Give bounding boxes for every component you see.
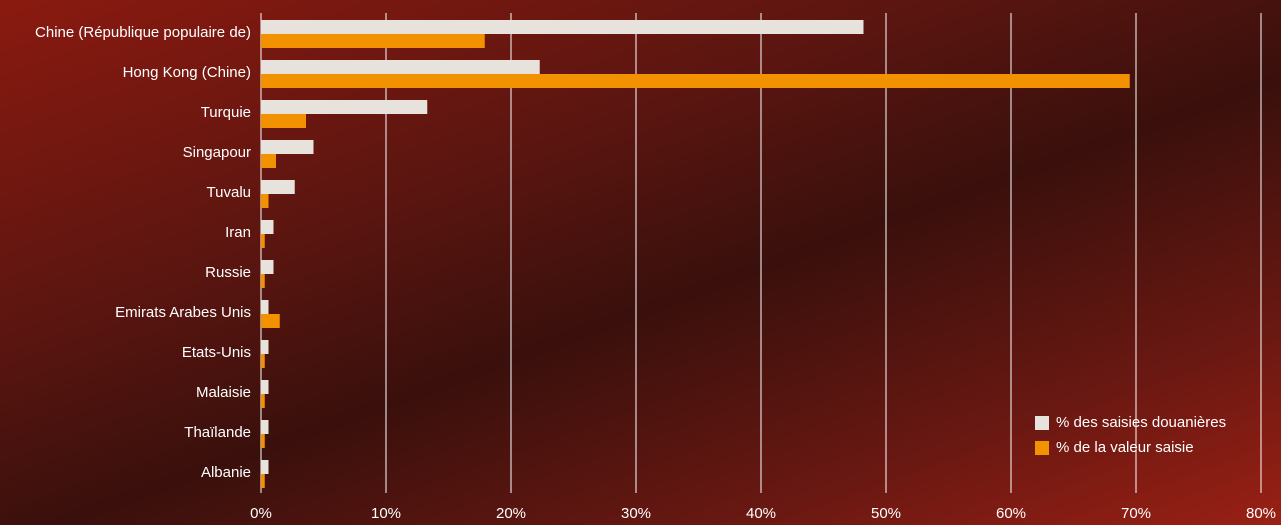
bar bbox=[261, 460, 269, 474]
bar bbox=[261, 394, 265, 408]
bar bbox=[261, 380, 269, 394]
bar bbox=[261, 260, 274, 274]
bar bbox=[261, 74, 1130, 88]
bar bbox=[261, 140, 314, 154]
x-tick-label: 0% bbox=[250, 505, 272, 522]
y-tick-label: Emirats Arabes Unis bbox=[115, 304, 251, 321]
y-tick-label: Hong Kong (Chine) bbox=[123, 64, 251, 81]
y-tick-label: Malaisie bbox=[196, 384, 251, 401]
bar bbox=[261, 60, 540, 74]
bar bbox=[261, 114, 306, 128]
bar bbox=[261, 20, 864, 34]
y-tick-label: Chine (République populaire de) bbox=[35, 24, 251, 41]
x-tick-label: 10% bbox=[371, 505, 401, 522]
y-tick-label: Iran bbox=[225, 224, 251, 241]
x-tick-label: 80% bbox=[1246, 505, 1276, 522]
bar bbox=[261, 154, 276, 168]
bar bbox=[261, 474, 265, 488]
x-tick-label: 40% bbox=[746, 505, 776, 522]
x-tick-label: 70% bbox=[1121, 505, 1151, 522]
bar bbox=[261, 354, 265, 368]
bar bbox=[261, 274, 265, 288]
bar bbox=[261, 434, 265, 448]
y-tick-label: Russie bbox=[205, 264, 251, 281]
bar bbox=[261, 34, 485, 48]
y-tick-label: Albanie bbox=[201, 464, 251, 481]
x-tick-label: 30% bbox=[621, 505, 651, 522]
y-tick-label: Turquie bbox=[201, 104, 251, 121]
x-tick-label: 20% bbox=[496, 505, 526, 522]
bar bbox=[261, 314, 280, 328]
y-tick-label: Thaïlande bbox=[184, 424, 251, 441]
bar bbox=[261, 234, 265, 248]
legend-label: % des saisies douanières bbox=[1056, 414, 1226, 431]
y-tick-label: Etats-Unis bbox=[182, 344, 251, 361]
legend-label: % de la valeur saisie bbox=[1056, 439, 1194, 456]
y-tick-label: Singapour bbox=[183, 144, 251, 161]
bar bbox=[261, 194, 269, 208]
bar bbox=[261, 420, 269, 434]
bar bbox=[261, 180, 295, 194]
bar bbox=[261, 340, 269, 354]
legend-swatch bbox=[1035, 441, 1049, 455]
bar bbox=[261, 100, 428, 114]
y-tick-label: Tuvalu bbox=[207, 184, 251, 201]
x-tick-label: 60% bbox=[996, 505, 1026, 522]
legend-swatch bbox=[1035, 416, 1049, 430]
bar bbox=[261, 300, 269, 314]
bar bbox=[261, 220, 274, 234]
x-tick-label: 50% bbox=[871, 505, 901, 522]
